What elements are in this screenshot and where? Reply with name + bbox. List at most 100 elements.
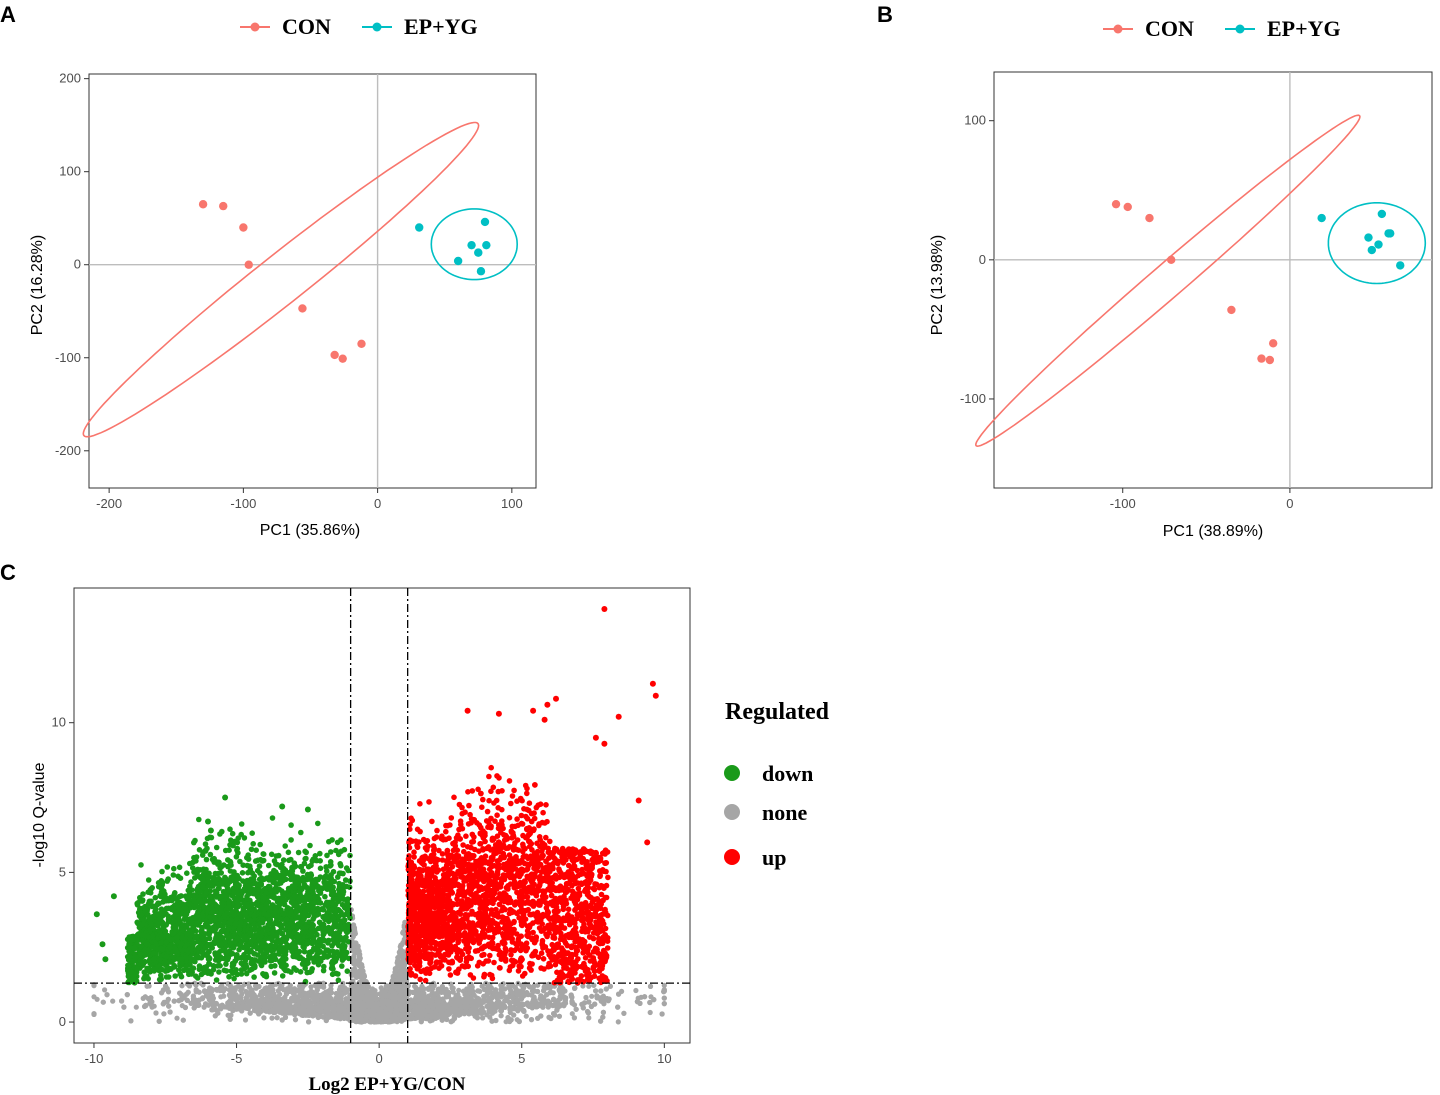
panel-c-none-point	[242, 1017, 249, 1023]
panel-c-none-point	[171, 998, 177, 1004]
panel-c-none-point	[144, 983, 150, 989]
panel-c-none-point	[581, 1000, 588, 1006]
panel-b-legend-label: CON	[1145, 16, 1194, 41]
panel-c-none-point	[218, 994, 224, 1000]
panel-a-legend-label: CON	[282, 14, 331, 39]
panel-c-none-point	[586, 983, 592, 989]
panel-b-legend-dot	[1113, 24, 1123, 34]
panel-c-none-point	[209, 988, 215, 994]
panel-c-none-point	[498, 1013, 504, 1019]
panel-a-legend-dot	[372, 22, 382, 32]
panel-a-x-label: PC1 (35.86%)	[260, 522, 361, 539]
panel-c-none-point	[296, 994, 302, 1000]
panel-b-y-tick-label: 100	[964, 113, 986, 128]
panel-b-point	[1167, 255, 1176, 265]
panel-b-legend: CON EP+YG	[1103, 16, 1341, 41]
panel-b-ellipse-0	[974, 114, 1361, 448]
panel-c-none-point	[521, 1007, 527, 1014]
panel-a-y-label: PC2 (16.28%)	[29, 235, 46, 336]
panel-c-none-point	[292, 1017, 299, 1023]
panel-c-none-point	[179, 983, 185, 989]
panel-a-point	[244, 260, 253, 269]
panel-a-y-tick-label: 0	[74, 257, 81, 272]
panel-c-none-point	[651, 997, 657, 1003]
panel-b-point	[1111, 199, 1121, 209]
panel-b-point	[1386, 229, 1395, 238]
panel-c-none-point	[124, 992, 130, 998]
panel-a-legend-label: EP+YG	[404, 14, 478, 39]
panel-c-none-point	[588, 1003, 595, 1010]
panel-c-none-point	[505, 1015, 511, 1021]
panel-c-none-point	[286, 988, 292, 995]
panel-b-point	[1377, 209, 1387, 219]
panel-c-none-point	[400, 955, 407, 961]
panel-c-none-point	[474, 1015, 480, 1021]
panel-c-none-point	[282, 1014, 289, 1021]
panel-c-none-point	[475, 988, 481, 994]
panel-b-point	[1317, 213, 1326, 223]
panel-c-none-point	[156, 1018, 162, 1024]
panel-c-none-point	[558, 990, 564, 996]
panel-c-none-point	[598, 988, 604, 994]
panel-c-none-point	[409, 998, 415, 1004]
panel-a-ellipse-1	[430, 208, 519, 281]
panel-c-none-point	[569, 1011, 575, 1017]
panel-c-none-point	[159, 990, 165, 996]
panel-a-point	[219, 201, 228, 211]
panel-c-none-point	[471, 992, 477, 998]
panel-b-point	[1227, 305, 1236, 315]
panel-c-none-point	[398, 942, 404, 948]
panel-c-none-point	[247, 1010, 253, 1016]
panel-b-ellipse-1	[1327, 202, 1427, 285]
panel-c-none-point	[487, 983, 493, 989]
panel-c-none-point	[541, 988, 547, 994]
panel-a-point	[480, 217, 490, 227]
panel-b-legend-label: EP+YG	[1267, 16, 1341, 41]
panel-c-none-point	[180, 1017, 186, 1023]
panel-c-none-point	[586, 1015, 592, 1021]
panel-b-x-tick-label: 0	[1286, 496, 1293, 511]
panel-c-none-point	[306, 1019, 312, 1025]
panel-a-point	[357, 339, 366, 348]
panel-c-none-point	[182, 1004, 188, 1011]
panel-a-point	[198, 200, 208, 209]
panel-a-point	[453, 256, 463, 266]
panel-c-none-point	[201, 1004, 207, 1010]
panel-c-none-points	[91, 907, 667, 1025]
panel-c-none-point	[551, 1011, 557, 1017]
panel-c-none-point	[546, 1014, 552, 1020]
panel-c-none-point	[528, 1017, 535, 1023]
panel-a-ellipse-0	[82, 121, 480, 438]
panel-c-none-point	[333, 995, 339, 1002]
panel-a-point	[467, 240, 476, 250]
panel-b-legend-dot	[1235, 24, 1245, 34]
panel-c-none-point	[279, 985, 285, 992]
panel-c-none-point	[190, 993, 196, 999]
panel-a-legend-dot	[250, 22, 260, 32]
panel-c-none-point	[121, 1004, 127, 1010]
panel-a-x-tick-label: 0	[374, 496, 381, 511]
panel-c-none-point	[470, 1010, 476, 1017]
panel-c-none-point	[516, 1018, 522, 1025]
panel-c-none-point	[647, 1009, 653, 1016]
panel-a-point	[476, 267, 486, 276]
panel-c-none-point	[634, 999, 641, 1005]
panel-c-none-point	[494, 1000, 500, 1006]
panel-c-none-point	[167, 1009, 173, 1015]
panel-c-none-point	[246, 981, 252, 987]
panel-b-y-tick-label: -100	[960, 391, 986, 406]
panel-a-y-tick-label: 200	[59, 71, 81, 86]
panel-c-none-point	[616, 991, 622, 997]
panel-a-point	[415, 223, 424, 232]
panel-c-none-point	[218, 1006, 224, 1012]
panel-b-y-tick-label: 0	[979, 252, 986, 267]
panel-c-none-point	[571, 1015, 578, 1021]
panel-c-none-point	[615, 1019, 621, 1025]
panel-c-none-point	[165, 996, 171, 1002]
panel-c-none-point	[404, 996, 410, 1002]
panel-c-none-point	[245, 1005, 251, 1011]
panel-c-none-point	[431, 981, 437, 987]
